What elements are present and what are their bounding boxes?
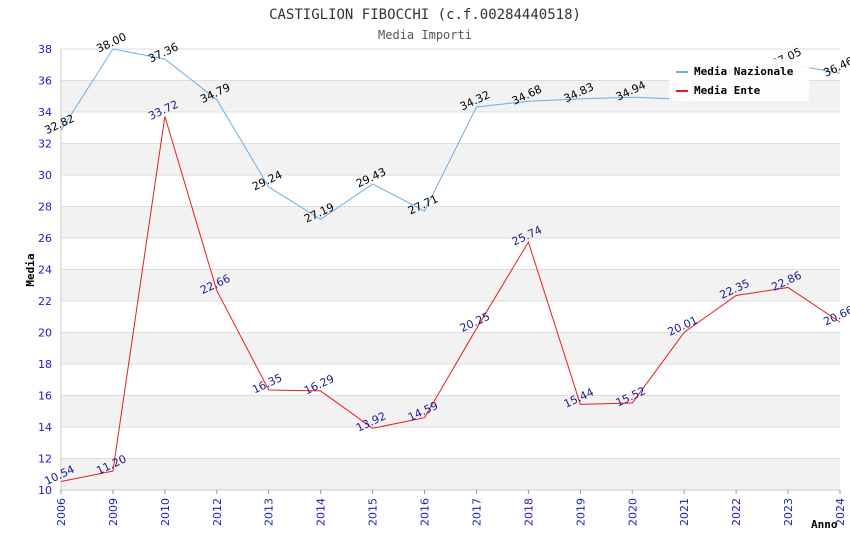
y-tick-label: 10 xyxy=(38,484,52,497)
grid-lines xyxy=(61,48,840,491)
y-tick-label: 26 xyxy=(38,232,52,245)
y-tick-label: 16 xyxy=(38,390,52,403)
x-tick-label: 2010 xyxy=(159,498,172,526)
grid-band xyxy=(61,427,840,459)
x-tick-label: 2012 xyxy=(211,498,224,526)
x-axis-label: Anno xyxy=(811,518,838,531)
legend-box xyxy=(669,59,809,101)
y-tick-label: 24 xyxy=(38,264,52,277)
y-tick-label: 12 xyxy=(38,453,52,466)
x-tick-label: 2014 xyxy=(315,498,328,526)
x-tick-label: 2015 xyxy=(367,498,380,526)
grid-band xyxy=(61,458,840,490)
grid-band xyxy=(61,238,840,270)
y-tick-label: 22 xyxy=(38,295,52,308)
y-tick-label: 38 xyxy=(38,43,52,56)
x-tick-label: 2016 xyxy=(419,498,432,526)
y-tick-label: 36 xyxy=(38,75,52,88)
grid-band xyxy=(61,175,840,207)
x-tick-label: 2009 xyxy=(107,498,120,526)
x-tick-label: 2013 xyxy=(263,498,276,526)
grid-band xyxy=(61,364,840,396)
grid-band xyxy=(61,301,840,333)
y-axis-ticks: 10 12 14 16 18 20 22 24 26 28 30 32 34 36 38 xyxy=(38,43,52,497)
y-tick-label: 30 xyxy=(38,169,52,182)
x-tick-label: 2022 xyxy=(730,498,743,526)
grid-band xyxy=(61,332,840,364)
legend-label-ente: Media Ente xyxy=(694,84,761,97)
chart-title: CASTIGLION FIBOCCHI (c.f.00284440518) xyxy=(269,7,581,23)
grid-band xyxy=(61,112,840,144)
legend-label-nazionale: Media Nazionale xyxy=(694,65,794,78)
legend: Media Nazionale Media Ente xyxy=(669,59,809,101)
x-tick-label: 2017 xyxy=(470,498,483,526)
grid-band xyxy=(61,206,840,238)
x-axis-ticks: 2006 2009 2010 2012 2013 2014 2015 2016 2017 2018… xyxy=(55,490,847,526)
chart-subtitle: Media Importi xyxy=(378,28,472,42)
grid-band xyxy=(61,269,840,301)
y-tick-label: 18 xyxy=(38,358,52,371)
y-tick-label: 34 xyxy=(38,106,52,119)
x-tick-label: 2020 xyxy=(626,498,639,526)
x-tick-label: 2023 xyxy=(782,498,795,526)
y-tick-label: 32 xyxy=(38,138,52,151)
y-tick-label: 14 xyxy=(38,421,52,434)
grid-bands xyxy=(61,49,840,490)
y-axis-label: Media xyxy=(24,253,37,286)
series-line-ente xyxy=(60,116,841,482)
x-tick-label: 2018 xyxy=(522,498,535,526)
y-tick-label: 20 xyxy=(38,327,52,340)
grid-band xyxy=(61,395,840,427)
x-tick-label: 2019 xyxy=(574,498,587,526)
y-tick-label: 28 xyxy=(38,201,52,214)
x-tick-label: 2024 xyxy=(834,498,847,526)
x-tick-label: 2021 xyxy=(678,498,691,526)
x-tick-label: 2006 xyxy=(55,498,68,526)
